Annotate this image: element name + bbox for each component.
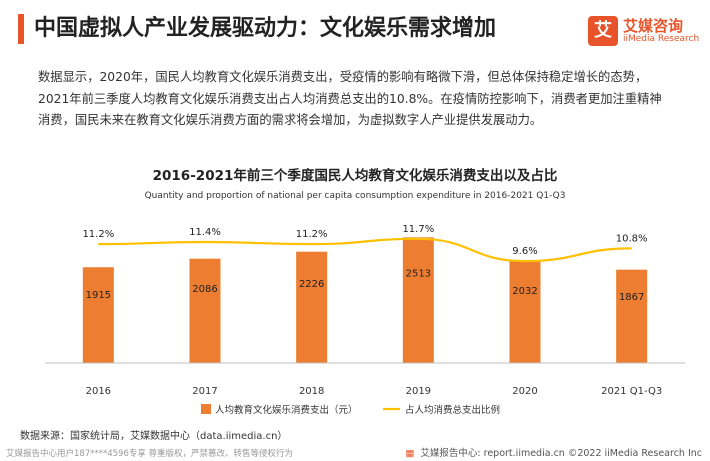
bar-label-group: 1915 2086 2226 2513 2032 1867 [86, 269, 645, 303]
logo-mark: 艾 [588, 16, 618, 46]
bar-2020 [509, 261, 541, 363]
line-value-label: 11.2% [296, 229, 328, 240]
bar-2016 [82, 267, 114, 363]
report-footer-text: 艾媒报告中心: report.iimedia.cn ©2022 iiMedia … [420, 448, 702, 459]
x-tick-label: 2021 Q1-Q3 [601, 386, 662, 397]
chart-title: 2016-2021年前三个季度国民人均教育文化娱乐消费支出以及占比 [153, 167, 558, 184]
bar-value-label: 2513 [406, 269, 431, 280]
x-tick-label: 2020 [512, 386, 537, 397]
bar-2018 [296, 251, 328, 363]
bar-2019 [402, 237, 434, 363]
bar-2017 [189, 258, 221, 363]
report-footer: ▦ 艾媒报告中心: report.iimedia.cn ©2022 iiMedi… [405, 445, 702, 459]
line-value-label: 11.7% [402, 224, 434, 235]
x-tick-labels: 2016 2017 2018 2019 2020 2021 Q1-Q3 [86, 386, 663, 397]
brand-logo: 艾 艾媒咨询 iiMedia Research [588, 16, 706, 50]
bar-value-label: 2032 [512, 286, 537, 297]
intro-paragraph: 数据显示，2020年，国民人均教育文化娱乐消费支出，受疫情的影响有略微下滑，但总… [38, 70, 662, 128]
document-icon: ▦ [405, 448, 415, 459]
title-accent-bar [18, 14, 24, 44]
copyright-note: 艾媒报告中心用户187****4596专享 尊重版权，严禁篡改、转售等侵权行为 [6, 449, 294, 459]
logo-name: 艾媒咨询 [623, 17, 684, 35]
bar-series [82, 237, 648, 363]
bar-value-label: 2226 [299, 279, 324, 290]
x-tick-label: 2017 [192, 386, 217, 397]
line-label-group: 11.2% 11.4% 11.2% 11.7% 9.6% 10.8% [82, 224, 647, 257]
bar-value-label: 1867 [619, 292, 644, 303]
logo-subtitle: iiMedia Research [623, 34, 700, 44]
x-tick-label: 2018 [299, 386, 324, 397]
data-source: 数据来源：国家统计局，艾媒数据中心（data.iimedia.cn） [20, 431, 288, 442]
chart-legend: 人均教育文化娱乐消费支出（元） 占人均消费总支出比例 [201, 404, 500, 416]
line-value-label: 9.6% [512, 246, 537, 257]
legend-label-bar: 人均教育文化娱乐消费支出（元） [215, 404, 358, 416]
bar-value-label: 2086 [192, 284, 217, 295]
bar-value-label: 1915 [86, 290, 111, 301]
legend-label-line: 占人均消费总支出比例 [405, 404, 500, 416]
ratio-line [98, 237, 632, 263]
x-tick-label: 2019 [406, 386, 431, 397]
legend-swatch-bar [201, 404, 211, 414]
bar-2021-q1-q3 [616, 269, 648, 363]
line-value-label: 11.4% [189, 227, 221, 238]
page-title: 中国虚拟人产业发展驱动力：文化娱乐需求增加 [34, 16, 497, 41]
x-tick-label: 2016 [86, 386, 111, 397]
line-value-label: 10.8% [616, 233, 648, 244]
line-value-label: 11.2% [82, 229, 114, 240]
chart-subtitle: Quantity and proportion of national per … [145, 191, 566, 201]
